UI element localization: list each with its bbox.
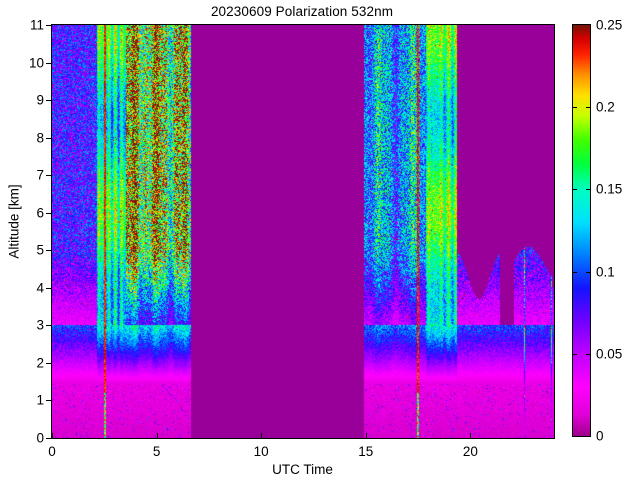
x-axis-tick-label: 5 bbox=[152, 444, 161, 459]
colorbar-tick-mark bbox=[586, 271, 590, 273]
y-axis-tick-label: 9 bbox=[36, 92, 44, 108]
heatmap-plot-area bbox=[51, 24, 555, 439]
y-axis-tick-mark bbox=[46, 212, 51, 214]
y-axis-tick-label: 8 bbox=[36, 130, 44, 146]
colorbar: 0 0.05 0.1 0.15 0.2 0.25 bbox=[572, 18, 622, 444]
page-title: 20230609 Polarization 532nm bbox=[210, 4, 394, 19]
y-axis-tick-mark bbox=[46, 25, 51, 26]
colorbar-tick-label: 0.1 bbox=[596, 264, 615, 280]
colorbar-gradient bbox=[572, 24, 591, 437]
y-axis-tick-label: 6 bbox=[36, 205, 44, 221]
y-axis-tick-mark bbox=[46, 325, 51, 327]
x-axis-tick-mark bbox=[261, 433, 263, 438]
colorbar-tick-label: 0.15 bbox=[596, 181, 623, 197]
y-axis-tick-label: 1 bbox=[36, 392, 44, 408]
colorbar-tick-mark bbox=[586, 353, 590, 355]
y-axis-tick-label: 5 bbox=[36, 242, 44, 258]
x-axis-tick-mark bbox=[470, 433, 472, 438]
colorbar-tick-label: 0.25 bbox=[596, 17, 623, 33]
y-axis-tick-label: 3 bbox=[36, 317, 44, 333]
x-axis-tick-mark bbox=[156, 433, 158, 438]
heatmap-canvas bbox=[52, 25, 554, 438]
colorbar-tick-label: 0 bbox=[596, 428, 604, 444]
y-axis-tick-label: 2 bbox=[36, 355, 44, 371]
y-axis-label: Altitude [km] bbox=[6, 184, 22, 259]
y-axis-tick-label: 4 bbox=[36, 280, 44, 296]
colorbar-tick-mark bbox=[573, 353, 577, 355]
x-axis-tick-mark bbox=[365, 433, 367, 438]
y-axis-tick-label: 7 bbox=[36, 167, 44, 183]
x-axis-tick-label: 0 bbox=[48, 444, 56, 459]
x-axis-label: UTC Time bbox=[272, 462, 333, 477]
colorbar-tick-mark bbox=[586, 107, 590, 109]
y-axis-tick-mark bbox=[46, 438, 51, 439]
y-axis-tick-label: 11 bbox=[29, 17, 44, 33]
y-axis-tick-label: 0 bbox=[36, 430, 44, 446]
x-axis-tick-label: 20 bbox=[462, 444, 478, 459]
colorbar-tick-mark bbox=[573, 107, 577, 109]
y-axis-tick-mark bbox=[46, 137, 51, 139]
y-axis-tick-mark bbox=[46, 400, 51, 402]
x-axis: UTC Time 0 5 10 15 20 bbox=[48, 433, 554, 480]
y-axis-tick-mark bbox=[46, 250, 51, 252]
colorbar-tick-mark bbox=[573, 189, 577, 191]
y-axis: Altitude [km] 0 1 2 3 4 5 6 7 8 9 10 11 bbox=[0, 18, 51, 446]
y-axis-tick-mark bbox=[46, 100, 51, 102]
x-axis-tick-label: 15 bbox=[358, 444, 374, 459]
y-axis-tick-mark bbox=[46, 62, 51, 64]
colorbar-tick-mark bbox=[573, 271, 577, 273]
y-axis-tick-mark bbox=[46, 175, 51, 177]
y-axis-tick-mark bbox=[46, 362, 51, 364]
colorbar-tick-label: 0.2 bbox=[596, 99, 615, 115]
colorbar-canvas bbox=[573, 25, 590, 436]
y-axis-tick-label: 10 bbox=[28, 55, 44, 71]
y-axis-tick-mark bbox=[46, 287, 51, 289]
colorbar-tick-mark bbox=[586, 189, 590, 191]
x-axis-tick-mark bbox=[52, 433, 53, 438]
colorbar-tick-label: 0.05 bbox=[596, 346, 623, 362]
x-axis-tick-label: 10 bbox=[253, 444, 269, 459]
